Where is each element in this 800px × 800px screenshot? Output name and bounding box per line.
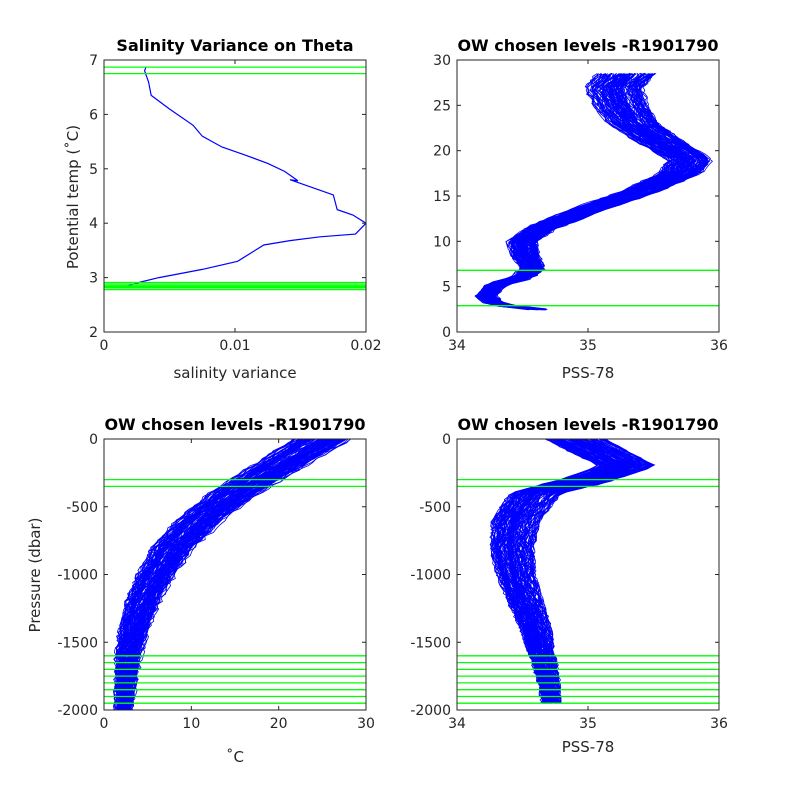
profile-line — [115, 439, 300, 710]
panel-salinity-variance: Salinity Variance on Theta 0 0.01 0.02 2 3 4 5… — [64, 36, 382, 382]
x-tick-label: 0 — [100, 338, 109, 354]
x-axis-label: PSS-78 — [562, 738, 615, 756]
y-tick-label: 6 — [89, 107, 98, 123]
profile-line — [489, 439, 598, 703]
x-tick-label: 36 — [710, 716, 728, 732]
y-tick-label: -500 — [419, 500, 451, 516]
x-axis-label: ˚C — [226, 748, 244, 766]
y-tick-label: 15 — [433, 189, 451, 205]
plot-area — [457, 439, 719, 705]
profile-line — [516, 439, 638, 704]
axes: 34 35 36 0 5 10 15 20 25 30 — [433, 53, 728, 354]
profile-line — [124, 439, 328, 710]
y-tick-label: 25 — [433, 98, 451, 114]
plot-area — [104, 66, 366, 291]
y-tick-label: 0 — [442, 325, 451, 341]
y-tick-label: 5 — [442, 280, 451, 296]
y-tick-label: -2000 — [57, 703, 98, 719]
x-axis-label: PSS-78 — [562, 364, 615, 382]
panel-theta-salinity: OW chosen levels -R1901790 34 35 36 0 5 10 15 2… — [433, 36, 728, 382]
y-tick-label: 2 — [89, 325, 98, 341]
plot-content — [457, 439, 719, 705]
profile-line — [112, 439, 296, 710]
y-tick-label: 20 — [433, 144, 451, 160]
plot-content — [457, 72, 719, 311]
x-tick-label: 30 — [357, 716, 375, 732]
x-tick-label: 36 — [710, 338, 728, 354]
y-tick-label: 3 — [89, 271, 98, 287]
y-tick-label: -1000 — [410, 568, 451, 584]
profile-line — [510, 439, 626, 704]
profile-line — [123, 439, 329, 710]
x-tick-label: 20 — [270, 716, 288, 732]
y-tick-label: 0 — [442, 432, 451, 448]
profile-line — [120, 439, 314, 710]
x-tick-label: 0 — [100, 716, 109, 732]
y-axis-label: Potential temp (˚C) — [64, 125, 82, 269]
y-tick-label: 0 — [89, 432, 98, 448]
x-tick-label: 34 — [448, 338, 466, 354]
profile-line — [522, 439, 642, 704]
y-tick-label: -1000 — [57, 568, 98, 584]
plot-area — [457, 72, 719, 311]
panel-pressure-salinity: OW chosen levels -R1901790 34 35 36 -2000 -1… — [410, 415, 728, 756]
profile-line — [503, 439, 619, 704]
y-tick-label: 4 — [89, 216, 98, 232]
axes: 0 0.01 0.02 2 3 4 5 6 7 — [89, 53, 382, 354]
plot-content — [104, 439, 366, 710]
profile-line — [521, 439, 642, 704]
profile-line — [128, 439, 349, 710]
profile-line — [125, 439, 335, 710]
y-tick-label: -2000 — [410, 703, 451, 719]
profile-line — [504, 439, 623, 704]
y-tick-label: 7 — [89, 53, 98, 69]
panel-pressure-temperature: OW chosen levels -R1901790 0 10 20 30 -2000 -… — [26, 415, 375, 766]
y-tick-label: 5 — [89, 162, 98, 178]
profile-line — [117, 439, 309, 710]
x-tick-label: 35 — [579, 716, 597, 732]
profile-line — [128, 439, 342, 710]
panel-title: OW chosen levels -R1901790 — [457, 415, 718, 434]
y-tick-label: 30 — [433, 53, 451, 69]
plot-area — [104, 439, 366, 710]
panel-title: OW chosen levels -R1901790 — [457, 36, 718, 55]
plot-content — [104, 66, 366, 291]
panel-title: OW chosen levels -R1901790 — [104, 415, 365, 434]
panel-title: Salinity Variance on Theta — [116, 36, 353, 55]
profile-line — [496, 439, 606, 704]
x-axis-label: salinity variance — [173, 364, 296, 382]
y-axis-label: Pressure (dbar) — [26, 518, 44, 633]
variance-line — [127, 66, 366, 287]
x-tick-label: 0.01 — [219, 338, 250, 354]
x-tick-label: 34 — [448, 716, 466, 732]
y-tick-label: -500 — [66, 500, 98, 516]
profile-line — [531, 439, 654, 704]
y-tick-label: -1500 — [410, 635, 451, 651]
axes: 34 35 36 -2000 -1500 -1000 -500 0 — [410, 432, 728, 732]
profile-line — [123, 439, 320, 710]
x-tick-label: 35 — [579, 338, 597, 354]
profile-line — [120, 439, 319, 710]
profile-line — [120, 439, 309, 710]
y-tick-label: 10 — [433, 234, 451, 250]
x-tick-label: 0.02 — [350, 338, 381, 354]
profile-line — [116, 439, 302, 710]
axes: 0 10 20 30 -2000 -1500 -1000 -500 0 — [57, 432, 375, 732]
profile-line — [526, 439, 649, 703]
y-tick-label: -1500 — [57, 635, 98, 651]
x-tick-label: 10 — [182, 716, 200, 732]
